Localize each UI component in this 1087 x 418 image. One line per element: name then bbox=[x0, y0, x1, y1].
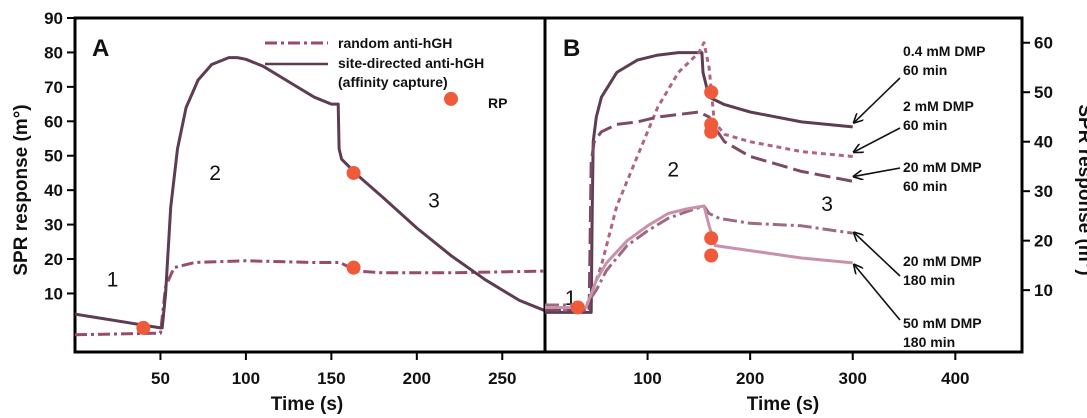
rp-marker bbox=[704, 124, 719, 139]
panel-b-letter: B bbox=[563, 35, 580, 62]
panel-a-legend: random anti-hGH site-directed anti-hGH (… bbox=[265, 35, 507, 111]
panel-b-y-axis-label: SPR response (m°) bbox=[1074, 104, 1087, 275]
panel-a-x-axis-label: Time (s) bbox=[271, 394, 344, 415]
y-tick-label: 80 bbox=[44, 43, 63, 62]
annotation-arrow bbox=[855, 127, 901, 152]
y-tick-label: 90 bbox=[44, 9, 63, 28]
y-tick-label: 40 bbox=[44, 181, 63, 200]
annotation-50mm-line1: 50 mM DMP bbox=[903, 315, 982, 331]
rp-marker bbox=[136, 320, 151, 335]
y-tick-label: 70 bbox=[44, 78, 63, 97]
legend-label-site-directed: site-directed anti-hGH bbox=[338, 55, 484, 71]
annotation-20mm180-line2: 180 min bbox=[903, 272, 955, 288]
y-tick-label: 50 bbox=[44, 147, 63, 166]
x-tick-label: 100 bbox=[633, 369, 661, 388]
annotation-20mm60-line2: 60 min bbox=[903, 178, 947, 194]
x-tick-label: 50 bbox=[151, 369, 170, 388]
x-tick-label: 100 bbox=[232, 369, 260, 388]
series-line-3 bbox=[545, 204, 853, 307]
annotation-2mm-line1: 2 mM DMP bbox=[903, 98, 974, 114]
annotation-arrow bbox=[855, 77, 901, 122]
annotation-04mm-line2: 60 min bbox=[903, 62, 947, 78]
panel-a-letter: A bbox=[92, 35, 109, 62]
y-tick-label: 30 bbox=[44, 216, 63, 235]
panel-b-annotations: 0.4 mM DMP 60 min 2 mM DMP 60 min 20 mM … bbox=[855, 43, 985, 350]
legend-label-affinity-capture: (affinity capture) bbox=[338, 74, 448, 90]
x-tick-label: 150 bbox=[317, 369, 345, 388]
rp-marker bbox=[704, 231, 719, 246]
panel-a-y-axis-label: SPR response (m°) bbox=[11, 104, 32, 275]
y-tick-label: 10 bbox=[44, 284, 63, 303]
x-tick-label: 200 bbox=[736, 369, 764, 388]
annotation-arrow bbox=[855, 233, 901, 277]
x-tick-label: 200 bbox=[403, 369, 431, 388]
phase-label: 1 bbox=[107, 269, 119, 292]
annotation-20mm180-line1: 20 mM DMP bbox=[903, 253, 982, 269]
legend-label-random: random anti-hGH bbox=[338, 35, 452, 51]
legend-rp-marker bbox=[444, 91, 458, 106]
y-tick-label: 60 bbox=[44, 112, 63, 131]
legend-label-rp: RP bbox=[488, 95, 507, 111]
annotation-20mm60-line1: 20 mM DMP bbox=[903, 159, 982, 175]
annotation-50mm-line2: 180 min bbox=[903, 334, 955, 350]
panel-b-axes: 100 200 300 400 10 20 30 40 50 60 1 2 3 bbox=[543, 16, 1053, 388]
panel-b-series-group bbox=[545, 41, 853, 314]
series-line-2 bbox=[545, 110, 853, 312]
y-tick-label: 30 bbox=[1034, 182, 1053, 201]
panel-a-series-group bbox=[74, 56, 546, 337]
x-tick-label: 400 bbox=[941, 369, 969, 388]
annotation-2mm-line2: 60 min bbox=[903, 117, 947, 133]
y-tick-label: 20 bbox=[44, 250, 63, 269]
rp-marker bbox=[704, 248, 719, 263]
x-tick-label: 250 bbox=[488, 369, 516, 388]
rp-marker bbox=[346, 165, 361, 180]
y-tick-label: 40 bbox=[1034, 133, 1053, 152]
y-tick-label: 60 bbox=[1034, 34, 1053, 53]
rp-marker bbox=[704, 85, 719, 100]
y-tick-label: 10 bbox=[1034, 281, 1053, 300]
rp-marker bbox=[570, 300, 585, 315]
panel-b: B 100 200 300 400 10 20 30 40 50 60 1 2 3 0.4 mM DMP… bbox=[543, 16, 1087, 415]
panel-b-frame bbox=[543, 16, 1024, 354]
panel-a-axes: 50 100 150 200 250 10 20 30 40 50 60 70 80 90 1 2 3 bbox=[44, 9, 547, 388]
panel-a-markers bbox=[136, 91, 458, 335]
phase-label: 2 bbox=[667, 158, 679, 181]
panel-b-markers bbox=[570, 85, 719, 315]
series-line-1 bbox=[545, 41, 853, 312]
annotation-04mm-line1: 0.4 mM DMP bbox=[903, 43, 985, 59]
phase-label: 1 bbox=[565, 287, 577, 310]
series-line-1 bbox=[74, 56, 546, 330]
phase-label: 3 bbox=[821, 193, 833, 216]
x-tick-label: 300 bbox=[839, 369, 867, 388]
annotation-arrow bbox=[855, 167, 901, 176]
y-tick-label: 20 bbox=[1034, 232, 1053, 251]
y-tick-label: 50 bbox=[1034, 83, 1053, 102]
series-line-4 bbox=[545, 204, 853, 309]
panel-b-x-axis-label: Time (s) bbox=[747, 394, 820, 415]
rp-marker bbox=[346, 260, 361, 275]
series-line-0 bbox=[545, 51, 853, 314]
phase-label: 3 bbox=[428, 189, 440, 212]
panel-a: A 50 100 150 200 250 10 20 30 40 50 60 70 80 90 1 2 3 ra… bbox=[11, 9, 547, 415]
annotation-arrow bbox=[855, 265, 901, 321]
phase-label: 2 bbox=[209, 162, 221, 185]
